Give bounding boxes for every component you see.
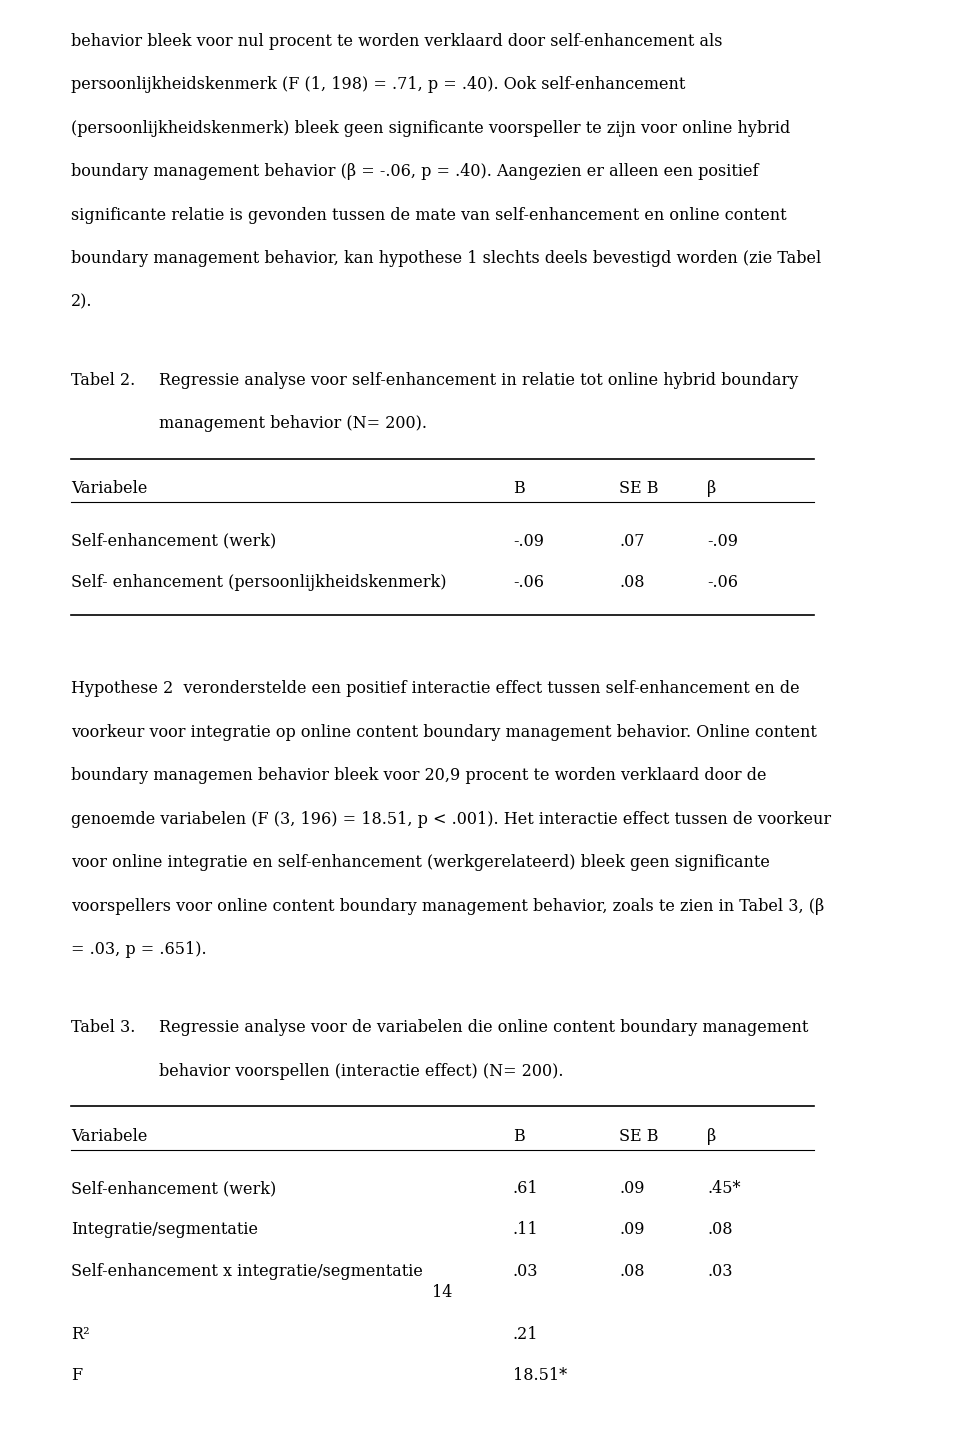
Text: behavior bleek voor nul procent te worden verklaard door self-enhancement als: behavior bleek voor nul procent te worde…: [71, 33, 722, 50]
Text: Variabele: Variabele: [71, 481, 147, 497]
Text: Hypothese 2  veronderstelde een positief interactie effect tussen self-enhanceme: Hypothese 2 veronderstelde een positief …: [71, 681, 800, 698]
Text: .11: .11: [513, 1221, 539, 1238]
Text: β: β: [708, 1127, 717, 1144]
Text: voorspellers voor online content boundary management behavior, zoals te zien in : voorspellers voor online content boundar…: [71, 898, 824, 915]
Text: Variabele: Variabele: [71, 1127, 147, 1144]
Text: = .03, p = .651).: = .03, p = .651).: [71, 941, 206, 958]
Text: -.06: -.06: [708, 574, 738, 590]
Text: persoonlijkheidskenmerk (F (1, 198) = .71, p = .40). Ook self-enhancement: persoonlijkheidskenmerk (F (1, 198) = .7…: [71, 76, 685, 93]
Text: -.06: -.06: [513, 574, 544, 590]
Text: Tabel 3.: Tabel 3.: [71, 1020, 135, 1037]
Text: voor online integratie en self-enhancement (werkgerelateerd) bleek geen signific: voor online integratie en self-enhanceme…: [71, 854, 770, 872]
Text: .08: .08: [708, 1221, 733, 1238]
Text: -.09: -.09: [513, 533, 544, 550]
Text: Integratie/segmentatie: Integratie/segmentatie: [71, 1221, 257, 1238]
Text: boundary management behavior (β = -.06, p = .40). Aangezien er alleen een positi: boundary management behavior (β = -.06, …: [71, 164, 758, 181]
Text: 14: 14: [432, 1284, 452, 1301]
Text: Self-enhancement (werk): Self-enhancement (werk): [71, 533, 276, 550]
Text: Self-enhancement x integratie/segmentatie: Self-enhancement x integratie/segmentati…: [71, 1262, 422, 1279]
Text: Self- enhancement (persoonlijkheidskenmerk): Self- enhancement (persoonlijkheidskenme…: [71, 574, 446, 590]
Text: B: B: [513, 1127, 525, 1144]
Text: .61: .61: [513, 1180, 539, 1198]
Text: .08: .08: [619, 1262, 644, 1279]
Text: .09: .09: [619, 1180, 644, 1198]
Text: SE B: SE B: [619, 1127, 659, 1144]
Text: .03: .03: [513, 1262, 539, 1279]
Text: B: B: [513, 481, 525, 497]
Text: genoemde variabelen (F (3, 196) = 18.51, p < .001). Het interactie effect tussen: genoemde variabelen (F (3, 196) = 18.51,…: [71, 811, 830, 827]
Text: .08: .08: [619, 574, 644, 590]
Text: Regressie analyse voor self-enhancement in relatie tot online hybrid boundary: Regressie analyse voor self-enhancement …: [159, 372, 799, 389]
Text: Self-enhancement (werk): Self-enhancement (werk): [71, 1180, 276, 1198]
Text: .07: .07: [619, 533, 644, 550]
Text: R²: R²: [71, 1325, 89, 1343]
Text: .09: .09: [619, 1221, 644, 1238]
Text: voorkeur voor integratie op online content boundary management behavior. Online : voorkeur voor integratie op online conte…: [71, 724, 817, 741]
Text: significante relatie is gevonden tussen de mate van self-enhancement en online c: significante relatie is gevonden tussen …: [71, 207, 786, 224]
Text: Tabel 2.: Tabel 2.: [71, 372, 135, 389]
Text: -.09: -.09: [708, 533, 738, 550]
Text: (persoonlijkheidskenmerk) bleek geen significante voorspeller te zijn voor onlin: (persoonlijkheidskenmerk) bleek geen sig…: [71, 119, 790, 136]
Text: boundary management behavior, kan hypothese 1 slechts deels bevestigd worden (zi: boundary management behavior, kan hypoth…: [71, 250, 821, 267]
Text: boundary managemen behavior bleek voor 20,9 procent te worden verklaard door de: boundary managemen behavior bleek voor 2…: [71, 767, 766, 784]
Text: management behavior (N= 200).: management behavior (N= 200).: [159, 415, 427, 432]
Text: 2).: 2).: [71, 293, 92, 310]
Text: behavior voorspellen (interactie effect) (N= 200).: behavior voorspellen (interactie effect)…: [159, 1063, 564, 1080]
Text: SE B: SE B: [619, 481, 659, 497]
Text: β: β: [708, 481, 717, 497]
Text: .03: .03: [708, 1262, 733, 1279]
Text: F: F: [71, 1367, 82, 1384]
Text: Regressie analyse voor de variabelen die online content boundary management: Regressie analyse voor de variabelen die…: [159, 1020, 808, 1037]
Text: 18.51*: 18.51*: [513, 1367, 567, 1384]
Text: .45*: .45*: [708, 1180, 741, 1198]
Text: .21: .21: [513, 1325, 539, 1343]
